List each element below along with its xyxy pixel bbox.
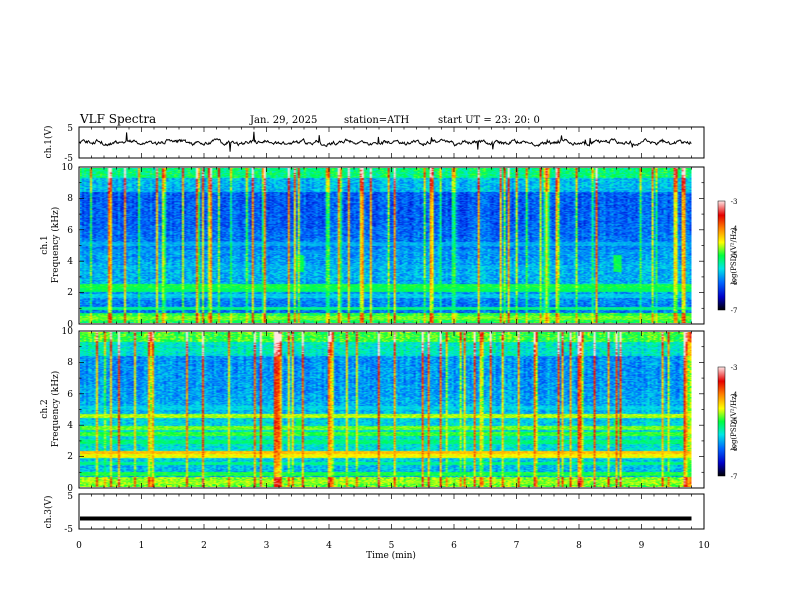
time-tick-9: 9 [639,541,645,551]
ch1-waveform-panel: 5 -5 ch.1(V) [43,124,705,164]
time-tick-1: 1 [139,541,145,551]
ch2-cbar-tick-m7: -7 [731,473,738,481]
ch1-freq-tick-0: 0 [67,320,73,330]
ch2-cbar-tick-m3: -3 [731,364,738,372]
ch1-freq-tick-2: 2 [67,288,73,298]
ch2-spectrogram-channel-label: ch.2 [40,399,50,418]
ch2-cbar-tick-m4: -4 [731,391,738,399]
ch1-waveform-ylabel: ch.1(V) [43,126,54,159]
time-tick-3: 3 [264,541,270,551]
ch1-cbar-tick-m4: -4 [731,225,738,233]
ch1-spectrogram-panel: 0 2 4 6 8 10 ch.1 Frequency (kHz) -3 -4 … [40,163,738,330]
ch2-colorbar-label: log(PSD)(V²/Hz) [730,393,738,450]
ch2-spectrogram-ylabel: Frequency (kHz) [50,371,61,448]
ch1-spectrogram-ytick-labels: 0 2 4 6 8 10 [62,163,74,330]
ch2-freq-tick-8: 8 [67,358,73,368]
time-tick-5: 5 [389,541,395,551]
ch1-cbar-tick-m7: -7 [731,307,738,315]
ch3-waveform-frame [78,493,705,530]
ch2-freq-tick-0: 0 [67,484,73,494]
ch1-freq-tick-10: 10 [62,163,74,173]
ch2-freq-tick-4: 4 [67,421,73,431]
ch1-cbar-tick-m5: -5 [731,252,738,260]
ch3-waveform-ylabel: ch.3(V) [43,496,54,529]
ch2-colorbar [717,366,726,477]
time-axis-tick-labels: 0 1 2 3 4 5 6 7 8 9 10 [76,541,710,551]
header-start-ut: start UT = 23: 20: 0 [438,115,540,126]
ch1-cbar-tick-m3: -3 [731,198,738,206]
ch1-freq-tick-6: 6 [67,226,73,236]
ch2-freq-tick-10: 10 [62,327,74,337]
ch1-colorbar-label: log(PSD)(V²/Hz) [730,227,738,284]
ch1-freq-tick-4: 4 [67,257,73,267]
ch1-colorbar [717,200,726,311]
figure-title: VLF Spectra [79,112,156,126]
time-tick-10: 10 [698,541,710,551]
ch1-ytick-top: 5 [67,124,73,134]
ch2-cbar-tick-m6: -6 [731,445,738,453]
header-date: Jan. 29, 2025 [249,115,317,126]
time-tick-6: 6 [451,541,457,551]
ch1-spectrogram-image [80,168,692,323]
ch3-waveform-ticks [78,494,705,529]
ch2-spectrogram-image [80,332,692,487]
ch2-freq-tick-2: 2 [67,452,73,462]
ch1-spectrogram-channel-label: ch.1 [40,235,50,254]
ch1-ytick-bottom: -5 [64,154,73,164]
ch1-cbar-tick-m6: -6 [731,279,738,287]
ch2-cbar-tick-m5: -5 [731,418,738,426]
ch1-spectrogram-ylabel: Frequency (kHz) [50,207,61,284]
time-tick-8: 8 [576,541,582,551]
header-station: station=ATH [344,115,410,126]
ch3-ytick-top: 5 [67,492,73,502]
ch1-waveform-ticks [78,127,705,158]
time-tick-4: 4 [326,541,332,551]
ch3-waveform-panel: 5 -5 ch.3(V) [43,492,705,535]
time-tick-7: 7 [514,541,520,551]
time-tick-2: 2 [201,541,207,551]
ch1-spectrogram-ticks [78,166,705,325]
ch1-freq-tick-8: 8 [67,194,73,204]
ch2-spectrogram-ticks [78,330,705,489]
ch3-ytick-bottom: -5 [64,525,73,535]
ch2-spectrogram-ytick-labels: 0 2 4 6 8 10 [62,327,74,494]
ch1-waveform-line [78,131,692,152]
time-axis-label: Time (min) [366,550,416,561]
time-tick-0: 0 [76,541,82,551]
ch2-spectrogram-panel: 0 2 4 6 8 10 ch.2 Frequency (kHz) -3 -4 … [40,327,738,494]
ch2-freq-tick-6: 6 [67,390,73,400]
